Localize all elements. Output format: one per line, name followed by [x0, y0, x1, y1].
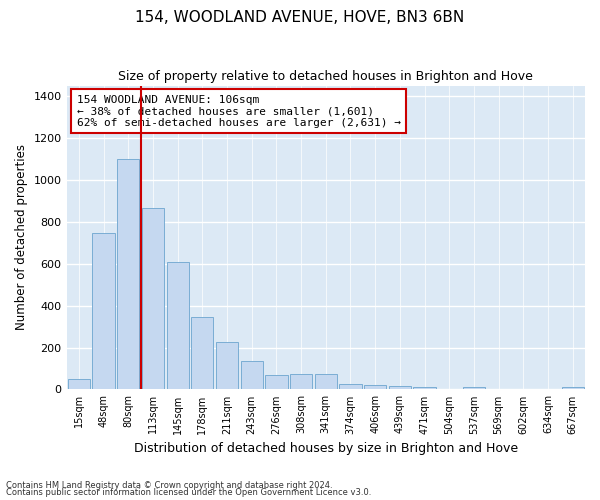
Bar — [68, 378, 90, 390]
Text: 154 WOODLAND AVENUE: 106sqm
← 38% of detached houses are smaller (1,601)
62% of : 154 WOODLAND AVENUE: 106sqm ← 38% of det… — [77, 94, 401, 128]
Bar — [389, 386, 411, 390]
Bar — [142, 208, 164, 390]
Bar — [167, 262, 189, 390]
Text: Contains public sector information licensed under the Open Government Licence v3: Contains public sector information licen… — [6, 488, 371, 497]
Text: 154, WOODLAND AVENUE, HOVE, BN3 6BN: 154, WOODLAND AVENUE, HOVE, BN3 6BN — [136, 10, 464, 25]
Text: Contains HM Land Registry data © Crown copyright and database right 2024.: Contains HM Land Registry data © Crown c… — [6, 480, 332, 490]
Bar — [117, 159, 139, 390]
Bar — [290, 374, 312, 390]
Bar — [314, 374, 337, 390]
X-axis label: Distribution of detached houses by size in Brighton and Hove: Distribution of detached houses by size … — [134, 442, 518, 455]
Title: Size of property relative to detached houses in Brighton and Hove: Size of property relative to detached ho… — [118, 70, 533, 83]
Bar — [364, 385, 386, 390]
Bar — [191, 317, 214, 390]
Bar — [413, 387, 436, 390]
Bar — [562, 387, 584, 390]
Bar — [92, 232, 115, 390]
Bar — [340, 384, 362, 390]
Y-axis label: Number of detached properties: Number of detached properties — [15, 144, 28, 330]
Bar — [241, 361, 263, 390]
Bar — [463, 387, 485, 390]
Bar — [265, 375, 287, 390]
Bar — [216, 342, 238, 390]
